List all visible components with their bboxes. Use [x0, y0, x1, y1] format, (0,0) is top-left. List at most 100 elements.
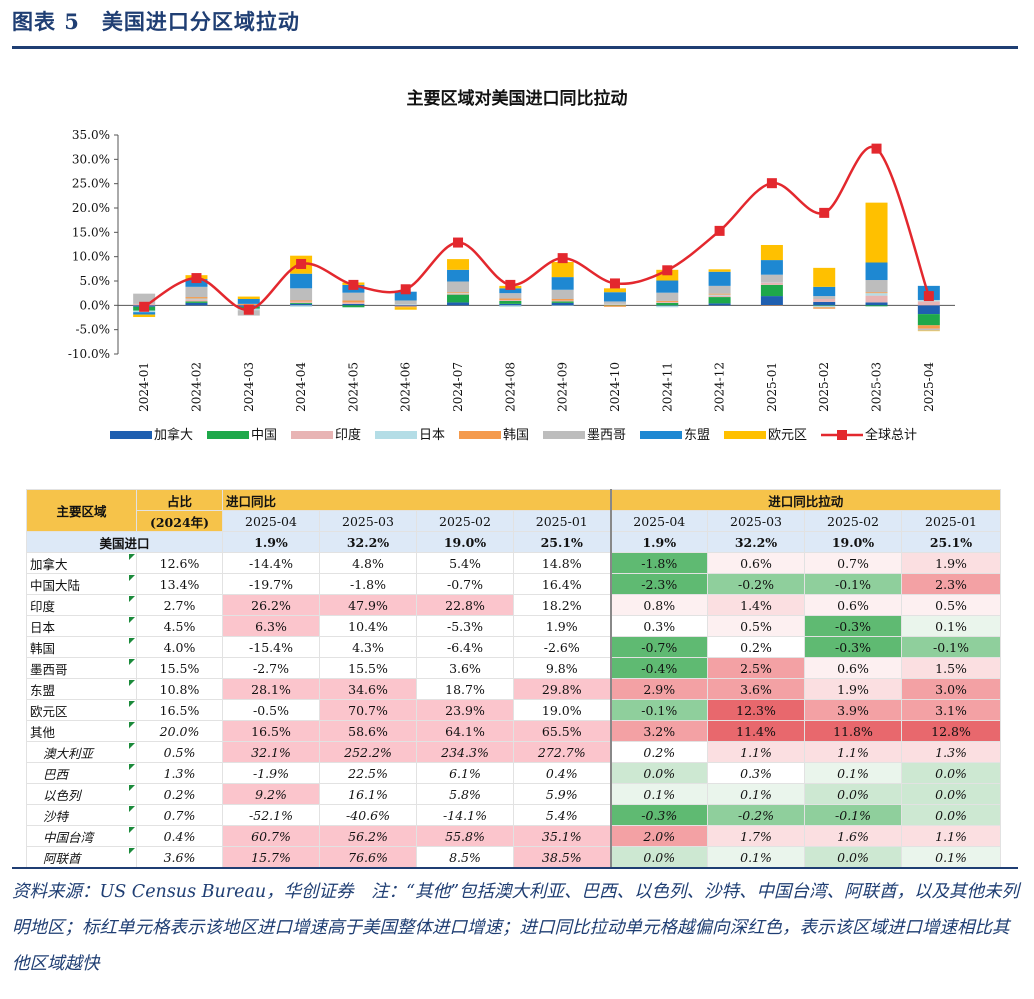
- pull-cell: -0.2%: [707, 573, 806, 595]
- total-marker: [557, 253, 568, 264]
- title-rule: [12, 46, 1018, 49]
- row-label-text: 印度: [30, 598, 56, 614]
- table-row: 欧元区 16.5% -0.5% 70.7% 23.9% 19.0% -0.1% 12.3% 3.…: [26, 699, 1002, 721]
- bar-segment: [813, 305, 836, 308]
- bar-segment: [499, 305, 522, 307]
- yoy-cell: 38.5%: [512, 846, 612, 868]
- pull-cell: -0.1%: [609, 699, 709, 721]
- x-tick-label: 2024-05: [346, 362, 360, 412]
- yoy-cell: 64.1%: [416, 720, 514, 742]
- bar-segment: [447, 294, 470, 303]
- bar-segment: [499, 293, 522, 299]
- yoy-cell: 22.8%: [416, 594, 514, 616]
- bar-segment: [394, 291, 417, 301]
- pull-cell: 0.1%: [901, 846, 1002, 868]
- pull-cell: 1.1%: [804, 741, 903, 763]
- x-tick-label: 2024-11: [660, 362, 674, 412]
- pull-cell: 3.0%: [901, 678, 1002, 700]
- share-cell: 0.7%: [136, 804, 223, 826]
- bar-segment: [499, 300, 522, 304]
- header-share: 占比: [136, 489, 223, 511]
- share-cell: 13.4%: [136, 573, 223, 595]
- us-pull-cell: 19.0%: [804, 531, 903, 553]
- yoy-cell: 16.4%: [512, 573, 612, 595]
- yoy-cell: 56.2%: [319, 825, 417, 847]
- yoy-cell: 22.5%: [319, 762, 417, 784]
- pull-cell: 0.5%: [707, 615, 806, 637]
- bar-segment: [185, 286, 208, 298]
- legend-swatch: [291, 431, 333, 439]
- pull-cell: 0.0%: [901, 804, 1002, 826]
- yoy-cell: -14.1%: [416, 804, 514, 826]
- table-row: 东盟 10.8% 28.1% 34.6% 18.7% 29.8% 2.9% 3.6% 1.9% 3…: [26, 678, 1002, 700]
- bar-segment: [185, 301, 208, 303]
- legend-label: 墨西哥: [587, 428, 626, 443]
- legend-swatch: [543, 431, 585, 439]
- x-tick-label: 2024-12: [713, 362, 727, 412]
- table-row: 中国大陆 13.4% -19.7% -1.8% -0.7% 16.4% -2.3% -0.2%…: [26, 573, 1002, 595]
- yoy-cell: -0.7%: [416, 573, 514, 595]
- bar-segment: [342, 300, 365, 303]
- pull-cell: 0.1%: [707, 846, 806, 868]
- pull-cell: 0.6%: [707, 552, 806, 574]
- bar-segment: [551, 305, 574, 306]
- yoy-cell: 76.6%: [319, 846, 417, 868]
- share-cell: 0.5%: [136, 741, 223, 763]
- yoy-cell: 60.7%: [222, 825, 320, 847]
- share-cell: 20.0%: [136, 720, 223, 742]
- us-pull-cell: 1.9%: [609, 531, 709, 553]
- bar-segment: [708, 297, 731, 304]
- pull-cell: -0.1%: [901, 636, 1002, 658]
- yoy-cell: 23.9%: [416, 699, 514, 721]
- bar-segment: [865, 280, 888, 293]
- pull-cell: 1.7%: [707, 825, 806, 847]
- table-row: 韩国 4.0% -15.4% 4.3% -6.4% -2.6% -0.7% 0.2% -0.3%…: [26, 636, 1002, 658]
- legend-label: 东盟: [684, 428, 710, 443]
- total-line: [143, 145, 931, 311]
- pull-month-header: 2025-03: [707, 510, 806, 532]
- yoy-cell: -1.9%: [222, 762, 320, 784]
- yoy-cell: 18.2%: [512, 594, 612, 616]
- pull-cell: 2.0%: [609, 825, 709, 847]
- legend-label: 加拿大: [154, 427, 193, 443]
- pull-cell: 3.1%: [901, 699, 1002, 721]
- yoy-cell: 35.1%: [512, 825, 612, 847]
- header-pull: 进口同比拉动: [609, 489, 1002, 511]
- table-row: 日本 4.5% 6.3% 10.4% -5.3% 1.9% 0.3% 0.5% -0.3% 0.1…: [26, 615, 1002, 637]
- pull-cell: 0.3%: [609, 615, 709, 637]
- row-label-text: 韩国: [30, 640, 56, 656]
- bar-segment: [813, 267, 836, 287]
- x-tick-label: 2024-01: [137, 362, 151, 412]
- yoy-cell: 4.3%: [319, 636, 417, 658]
- share-cell: 10.8%: [136, 678, 223, 700]
- pull-cell: -0.3%: [804, 636, 903, 658]
- bar-segment: [603, 288, 626, 293]
- row-label: 中国大陆: [26, 573, 137, 595]
- note-marker-icon: [129, 680, 135, 686]
- bar-segment: [760, 244, 783, 261]
- table-row: 中国台湾 0.4% 60.7% 56.2% 55.8% 35.1% 2.0% 1.7% 1.6%…: [26, 825, 1002, 847]
- us-pull-cell: 25.1%: [901, 531, 1002, 553]
- row-label-text: 欧元区: [30, 703, 68, 719]
- bar-segment: [133, 312, 156, 315]
- y-tick-label: 0.0%: [80, 298, 111, 312]
- bar-segment: [290, 303, 313, 306]
- row-label-text: 日本: [30, 619, 56, 635]
- pull-cell: 0.3%: [707, 762, 806, 784]
- bar-segment: [760, 281, 783, 283]
- bar-segment: [394, 306, 417, 308]
- total-marker: [609, 278, 620, 289]
- bar-segment: [237, 303, 260, 305]
- y-tick-label: 5.0%: [80, 274, 111, 288]
- yoy-month-header: 2025-04: [222, 510, 320, 532]
- yoy-cell: 6.3%: [222, 615, 320, 637]
- legend-swatch: [207, 431, 249, 439]
- pull-cell: -0.1%: [804, 804, 903, 826]
- pull-cell: 1.9%: [804, 678, 903, 700]
- yoy-cell: -2.6%: [512, 636, 612, 658]
- yoy-cell: -6.4%: [416, 636, 514, 658]
- yoy-cell: 234.3%: [416, 741, 514, 763]
- row-label-text: 中国台湾: [43, 829, 94, 845]
- yoy-cell: 28.1%: [222, 678, 320, 700]
- legend-label: 印度: [335, 427, 361, 443]
